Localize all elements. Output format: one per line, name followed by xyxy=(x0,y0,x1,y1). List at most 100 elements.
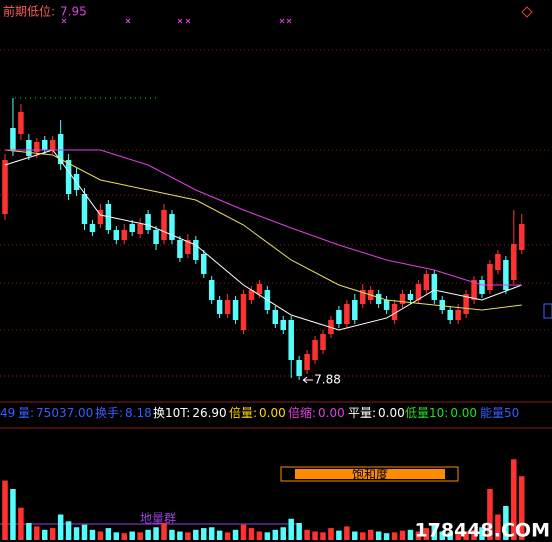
volume-bar xyxy=(193,529,199,540)
volume-bar xyxy=(336,530,342,540)
volume-bar xyxy=(137,532,143,540)
cross xyxy=(61,18,292,24)
candle-body xyxy=(169,214,175,240)
info-value: 0.00 xyxy=(318,406,345,420)
info-item: 低量10: 0.00 xyxy=(405,406,477,420)
volume-bar xyxy=(503,506,509,540)
candle-body xyxy=(256,284,263,294)
diamond-icon xyxy=(521,6,533,18)
volume-bar xyxy=(288,518,294,540)
volume-bar xyxy=(407,529,414,540)
volume-bar xyxy=(447,532,453,540)
info-value: 0.00 xyxy=(378,406,405,420)
candle-body xyxy=(487,264,493,290)
volume-bar xyxy=(73,527,80,540)
volume-bar xyxy=(352,531,358,540)
candle-body xyxy=(463,294,469,314)
volume-bar xyxy=(42,529,48,540)
candle-body xyxy=(519,224,525,250)
candle-body xyxy=(153,230,159,244)
info-item: 量: 75037.00 xyxy=(18,406,93,420)
candle-body xyxy=(10,128,16,150)
volume-bar xyxy=(431,524,438,540)
candle-body xyxy=(145,214,151,230)
info-label: 倍缩: xyxy=(288,405,316,420)
info-value: 26.90 xyxy=(192,406,226,420)
volume-bar xyxy=(423,528,430,540)
candle-body xyxy=(97,210,104,224)
volume-bar xyxy=(264,532,271,540)
candle-body xyxy=(185,240,191,254)
info-label: 平量: xyxy=(348,406,376,420)
saturation-label: 饱和度 xyxy=(352,467,388,482)
volume-bar xyxy=(89,529,96,540)
volume-bar xyxy=(26,523,32,540)
info-value: 0.00 xyxy=(450,406,477,420)
candle-body xyxy=(208,280,215,300)
candle-body xyxy=(391,304,398,320)
candle-body xyxy=(49,140,56,150)
volume-bar xyxy=(511,459,517,540)
volume-bar xyxy=(256,531,263,540)
prior-low-label: 前期低位: xyxy=(3,4,55,19)
volume-bar xyxy=(113,532,120,540)
candle-body xyxy=(81,194,88,224)
candle-body xyxy=(320,334,326,350)
volume-bar xyxy=(177,531,183,540)
info-item: 倍量: 0.00 xyxy=(229,405,286,420)
candle-body xyxy=(447,310,453,320)
prior-low-value: 7.95 xyxy=(60,5,87,19)
candle-body xyxy=(65,160,72,194)
volume-bar xyxy=(495,514,501,540)
volume-bar xyxy=(272,529,279,540)
volume-bar xyxy=(57,514,64,540)
candle-body xyxy=(89,224,96,232)
info-item: 49 xyxy=(0,406,15,420)
candle-body xyxy=(344,304,350,324)
info-label: 能量50 xyxy=(480,406,519,420)
volume-bar xyxy=(81,524,88,540)
candle-body xyxy=(280,320,286,330)
candle-body xyxy=(407,294,414,300)
moving-average xyxy=(5,149,522,286)
candle-body xyxy=(495,254,501,270)
volume-bar xyxy=(18,507,24,540)
volume-bar xyxy=(129,531,135,540)
candle-body xyxy=(193,240,199,260)
volume-bar xyxy=(121,533,127,540)
moving-average xyxy=(4,149,522,331)
moving-average xyxy=(4,149,522,311)
volume-bar xyxy=(208,527,215,540)
candle-body xyxy=(288,320,294,360)
info-label: 量: xyxy=(18,406,34,420)
info-item: 平量: 0.00 xyxy=(348,406,405,420)
volume-bar xyxy=(415,531,422,540)
volume-bar xyxy=(201,528,207,540)
candle-body xyxy=(455,310,461,320)
volume-bar xyxy=(280,527,286,540)
info-label: 49 xyxy=(0,406,15,420)
info-item: 倍缩: 0.00 xyxy=(288,405,345,420)
saturation-bar xyxy=(295,469,445,479)
candle-body xyxy=(336,310,342,324)
candle-body xyxy=(177,240,183,258)
volume-bar xyxy=(97,531,104,540)
candle-body xyxy=(439,300,445,310)
volume-bar xyxy=(232,529,239,540)
candle-body xyxy=(296,360,302,376)
candle-body xyxy=(224,300,231,314)
candle-body xyxy=(503,260,509,290)
volume-bar xyxy=(471,529,477,540)
candle-body xyxy=(2,160,8,214)
candle-body xyxy=(272,310,279,324)
volume-bar xyxy=(169,529,175,540)
candle-body xyxy=(121,230,127,240)
candle-body xyxy=(511,244,517,280)
info-label: 换手: xyxy=(95,406,123,420)
volume-bar xyxy=(240,524,247,540)
candle-body xyxy=(383,300,390,310)
candle-body xyxy=(423,274,430,290)
candle-body xyxy=(18,112,24,134)
volume-bar xyxy=(479,527,485,540)
